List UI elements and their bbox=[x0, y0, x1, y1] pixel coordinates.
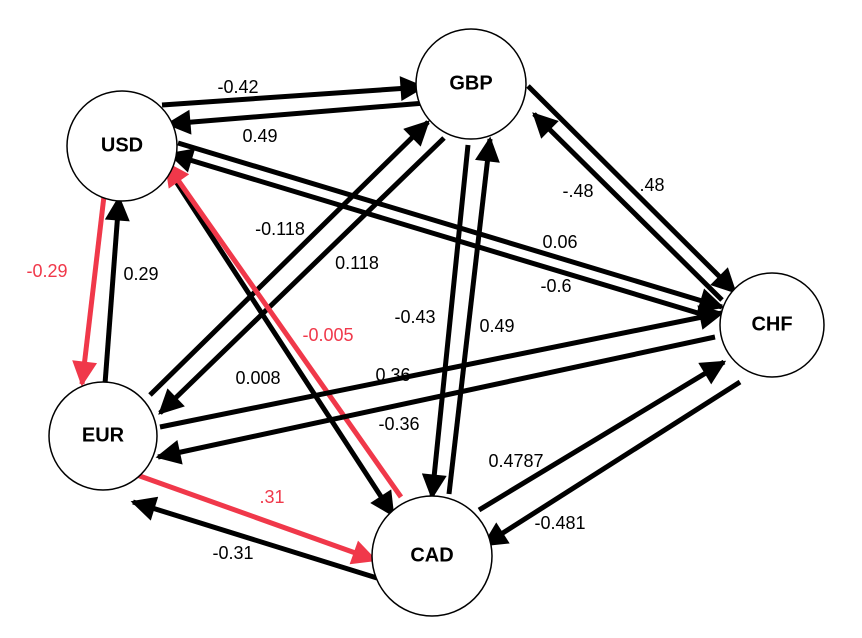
edge-label-chf-gbp: -.48 bbox=[562, 181, 593, 201]
node-gbp: GBP bbox=[415, 28, 527, 140]
edge-arrow-chf-gbp bbox=[532, 112, 724, 302]
edge-arrow-cad-chf bbox=[477, 359, 727, 513]
node-label-gbp: GBP bbox=[449, 72, 492, 94]
edge-arrow-eur-cad bbox=[136, 472, 378, 565]
edge-labels-layer: -0.42 0.49 .48 -.48 0.06 -0.6 -0.29 0.29 -0.118 0… bbox=[26, 77, 664, 563]
edge-label-usd-gbp: -0.42 bbox=[217, 77, 258, 97]
node-label-chf: CHF bbox=[751, 313, 792, 335]
edge-arrow-cad-gbp bbox=[446, 136, 500, 495]
node-circle-cad bbox=[371, 495, 493, 617]
edge-arrow-chf-usd bbox=[167, 148, 712, 320]
edge-label-usd-eur: -0.29 bbox=[26, 261, 67, 281]
node-cad: CAD bbox=[371, 495, 493, 617]
edge-label-usd-chf: 0.06 bbox=[542, 232, 577, 252]
edge-arrow-cad-usd bbox=[163, 160, 404, 499]
node-label-cad: CAD bbox=[410, 544, 453, 566]
edge-arrow-gbp-chf bbox=[526, 84, 737, 294]
edge-label-cad-eur: -0.31 bbox=[212, 543, 253, 563]
edge-label-eur-gbp: -0.118 bbox=[255, 219, 305, 239]
edge-arrow-chf-cad bbox=[481, 379, 742, 548]
node-circle-gbp bbox=[415, 28, 527, 140]
edge-arrow-eur-usd bbox=[102, 195, 130, 385]
edge-arrow-gbp-usd bbox=[165, 100, 426, 135]
edge-arrow-usd-chf bbox=[177, 140, 725, 313]
node-eur: EUR bbox=[48, 381, 158, 491]
edge-label-chf-usd: -0.6 bbox=[540, 276, 571, 296]
node-circle-eur bbox=[48, 381, 158, 491]
node-circle-usd bbox=[66, 90, 178, 202]
edge-label-cad-gbp: 0.49 bbox=[479, 316, 514, 336]
edge-label-chf-cad: -0.481 bbox=[534, 513, 585, 533]
nodes-layer: USD GBP CHF EUR CAD bbox=[48, 28, 825, 617]
edge-label-gbp-usd: 0.49 bbox=[242, 126, 277, 146]
node-label-usd: USD bbox=[101, 134, 143, 156]
edges-layer bbox=[72, 76, 742, 581]
edge-arrow-gbp-eur bbox=[158, 136, 446, 415]
edge-arrow-eur-chf bbox=[159, 305, 725, 430]
node-chf: CHF bbox=[719, 272, 825, 378]
edge-arrow-usd-eur bbox=[72, 195, 107, 387]
edge-arrow-eur-gbp bbox=[148, 120, 430, 397]
edge-label-gbp-chf: .48 bbox=[639, 175, 664, 195]
edge-label-chf-eur: -0.36 bbox=[378, 414, 419, 434]
edge-label-usd-cad: 0.008 bbox=[235, 368, 280, 388]
edge-label-cad-chf: 0.4787 bbox=[488, 451, 543, 471]
edge-arrow-chf-eur bbox=[155, 334, 716, 465]
edge-label-gbp-eur: 0.118 bbox=[335, 253, 379, 273]
node-label-eur: EUR bbox=[82, 424, 125, 446]
edge-arrow-usd-gbp bbox=[161, 76, 426, 108]
node-usd: USD bbox=[66, 90, 178, 202]
edge-label-cad-usd: -0.005 bbox=[302, 325, 353, 345]
node-circle-chf bbox=[719, 272, 825, 378]
edge-arrow-cad-eur bbox=[130, 496, 378, 581]
edge-arrow-usd-cad bbox=[159, 158, 396, 518]
edge-arrow-gbp-cad bbox=[421, 144, 471, 500]
edge-label-eur-chf: 0.36 bbox=[375, 365, 410, 385]
edge-label-gbp-cad: -0.43 bbox=[394, 307, 435, 327]
edge-label-eur-cad: .31 bbox=[259, 487, 284, 507]
edge-label-eur-usd: 0.29 bbox=[123, 264, 158, 284]
